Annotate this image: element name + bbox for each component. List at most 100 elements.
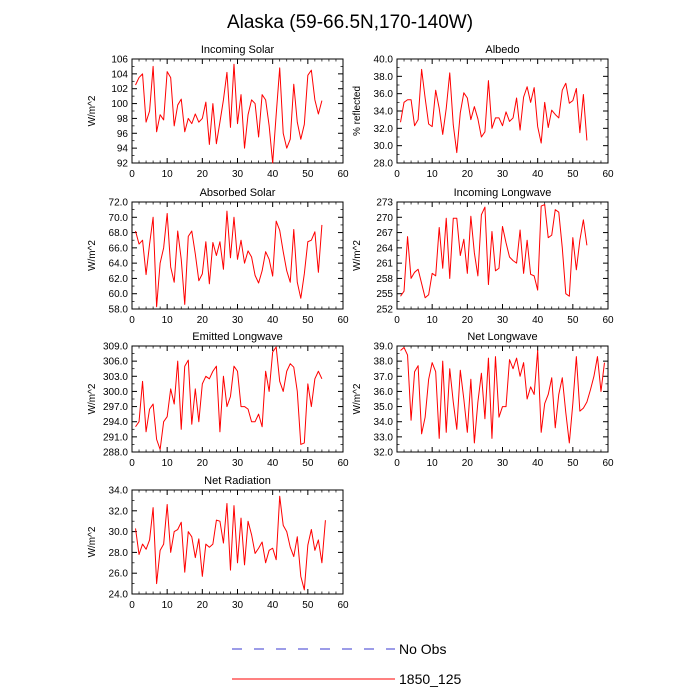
y-tick-label: 92 [117,159,129,170]
panel-net-radiation: Net Radiation 0 10 20 30 40 50 60 24.0 26.0 28.0 30… [87,475,349,611]
x-tick-label: 20 [462,458,474,469]
x-tick-label: 50 [567,315,579,326]
y-tick-label: 36.0 [374,387,394,398]
x-tick-label: 30 [232,458,244,469]
y-tick-label: 24.0 [109,590,129,601]
panel-emitted-longwave: Emitted Longwave 0 10 20 30 40 50 60 288.0 291.0 2… [87,331,349,469]
y-tick-label: 70.0 [109,213,129,224]
x-tick-label: 10 [162,458,174,469]
x-tick-label: 10 [427,458,439,469]
x-tick-label: 0 [394,315,400,326]
x-tick-label: 60 [602,169,614,180]
y-tick-label: 303.0 [103,372,128,383]
y-tick-label: 32.0 [374,124,394,135]
y-tick-label: 264 [376,243,393,254]
panel-net-longwave: Net Longwave 0 10 20 30 40 50 60 32.0 33.0 34.0 35.… [352,331,614,469]
y-tick-label: 30.0 [374,141,394,152]
x-tick-label: 40 [532,458,544,469]
y-tick-label: 102 [111,84,128,95]
y-tick-label: 306.0 [103,357,128,368]
series-line-1850-125 [135,346,323,450]
y-tick-label: 38.0 [374,72,394,83]
panel-title: Emitted Longwave [192,331,283,343]
y-tick-label: 261 [376,259,393,270]
panel-title: Incoming Solar [201,44,275,56]
x-tick-label: 50 [302,315,314,326]
y-axis-label: W/m^2 [352,240,363,271]
y-tick-label: 36.0 [374,89,394,100]
y-tick-label: 72.0 [109,198,129,209]
y-tick-label: 258 [376,274,393,285]
x-tick-label: 30 [497,315,509,326]
y-tick-label: 288.0 [103,448,128,459]
panel-albedo: Albedo 0 10 20 30 40 50 60 28.0 30.0 32.0 34.0 36.0 3… [352,44,614,180]
x-tick-label: 0 [129,600,135,611]
legend-label-no-obs: No Obs [399,641,446,657]
x-tick-label: 40 [532,315,544,326]
panel-incoming-solar: Incoming Solar 0 10 20 30 40 50 60 92 94 96 98 100 10… [87,44,349,180]
x-tick-label: 0 [129,458,135,469]
x-tick-label: 40 [267,315,279,326]
plot-frame [131,58,344,164]
y-tick-label: 32.0 [109,506,129,517]
figure-title: Alaska (59-66.5N,170-140W) [227,12,473,33]
y-tick-label: 40.0 [374,55,394,66]
y-tick-label: 34.0 [109,486,129,497]
y-tick-label: 33.0 [374,432,394,443]
x-tick-label: 60 [602,458,614,469]
x-tick-label: 50 [302,169,314,180]
plot-frame [396,58,609,164]
x-tick-label: 0 [129,169,135,180]
y-tick-label: 26.0 [109,569,129,580]
y-axis-label: W/m^2 [87,240,98,271]
y-tick-label: 64.0 [109,259,129,270]
x-tick-label: 60 [337,315,349,326]
y-tick-label: 38.0 [374,357,394,368]
x-tick-label: 60 [337,600,349,611]
y-tick-label: 58.0 [109,305,129,316]
y-axis-label: W/m^2 [87,526,98,557]
y-tick-label: 252 [376,305,393,316]
x-tick-label: 60 [602,315,614,326]
series-line-1850-125 [400,68,588,154]
y-tick-label: 270 [376,213,393,224]
y-tick-label: 30.0 [109,527,129,538]
y-tick-label: 104 [111,69,128,80]
y-tick-label: 291.0 [103,432,128,443]
x-tick-label: 20 [462,315,474,326]
x-tick-label: 20 [197,169,209,180]
legend-label-1850-125: 1850_125 [399,671,462,687]
y-tick-label: 39.0 [374,342,394,353]
panel-title: Absorbed Solar [200,187,276,199]
y-tick-label: 34.0 [374,417,394,428]
x-tick-label: 50 [567,458,579,469]
legend: No Obs 1850_125 [232,641,462,687]
y-tick-label: 60.0 [109,289,129,300]
y-tick-label: 35.0 [374,402,394,413]
x-tick-label: 0 [129,315,135,326]
x-tick-label: 20 [462,169,474,180]
x-tick-label: 10 [162,600,174,611]
y-tick-label: 294.0 [103,417,128,428]
panel-title: Net Radiation [204,475,271,487]
series-line-1850-125 [135,63,323,164]
x-tick-label: 30 [232,169,244,180]
x-tick-label: 60 [337,169,349,180]
x-tick-label: 0 [394,458,400,469]
y-tick-label: 68.0 [109,228,129,239]
y-tick-label: 309.0 [103,342,128,353]
series-line-1850-125 [135,495,326,591]
x-tick-label: 30 [232,315,244,326]
x-tick-label: 40 [267,169,279,180]
panel-title: Net Longwave [467,331,537,343]
y-tick-label: 34.0 [374,107,394,118]
x-tick-label: 50 [302,600,314,611]
x-tick-label: 10 [427,169,439,180]
x-tick-label: 20 [197,600,209,611]
series-line-1850-125 [135,210,323,308]
series-line-1850-125 [400,204,588,299]
x-tick-label: 30 [497,169,509,180]
y-tick-label: 37.0 [374,372,394,383]
y-tick-label: 100 [111,99,128,110]
